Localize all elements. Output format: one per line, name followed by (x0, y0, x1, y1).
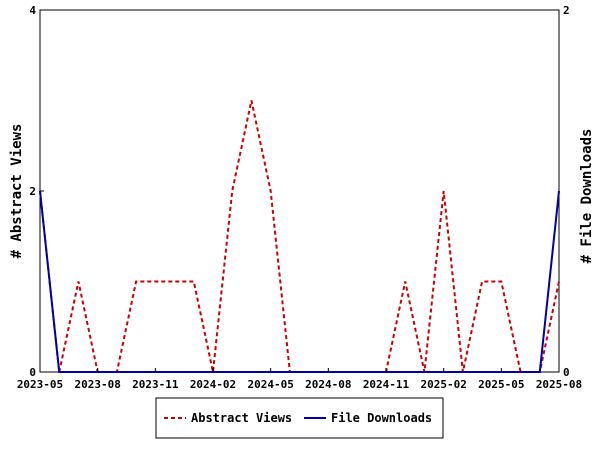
plot-area (39, 9, 560, 373)
series-layer (39, 100, 560, 373)
y-axis-left-title: # Abstract Views (9, 124, 25, 259)
series-line-abstract-views (39, 100, 560, 373)
series-line-file-downloads (39, 190, 560, 373)
y-right-tick-label: 0 (563, 366, 570, 379)
x-tick-label: 2025-02 (420, 378, 466, 391)
x-tick-label: 2025-08 (536, 378, 582, 391)
legend-box (155, 397, 444, 439)
x-tick-label: 2025-05 (478, 378, 524, 391)
x-tick-label: 2024-05 (247, 378, 293, 391)
x-tick-label: 2024-11 (363, 378, 410, 391)
x-tick-label: 2023-11 (132, 378, 179, 391)
y-axis-right-title: # File Downloads (579, 129, 595, 264)
x-tick-label: 2023-08 (74, 378, 120, 391)
x-tick-label: 2023-05 (17, 378, 63, 391)
legend-label-file-downloads: File Downloads (331, 411, 432, 425)
y-left-tick-label: 0 (29, 366, 36, 379)
legend-label-abstract-views: Abstract Views (191, 411, 292, 425)
y-left-tick-label: 2 (29, 185, 36, 198)
x-tick-label: 2024-08 (305, 378, 351, 391)
x-tick-label: 2024-02 (190, 378, 236, 391)
y-left-tick-label: 4 (29, 4, 36, 17)
y-right-tick-label: 2 (563, 4, 570, 17)
legend: Abstract Views File Downloads (155, 397, 444, 439)
tick-layer: 2023-05 2023-08 2023-11 2024-02 2024-05 2024-… (17, 4, 582, 391)
